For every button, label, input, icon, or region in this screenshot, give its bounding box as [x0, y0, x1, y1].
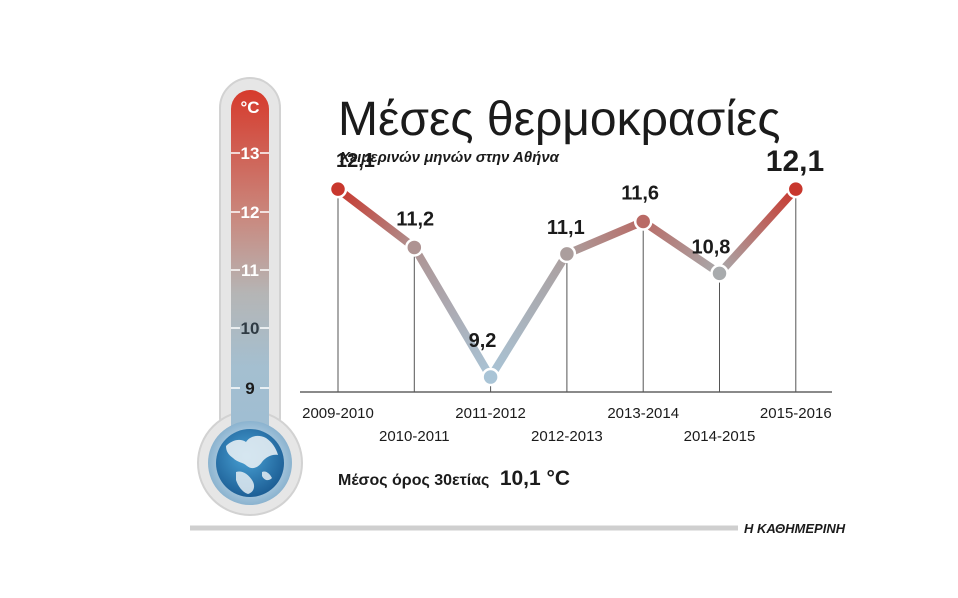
data-label: 11,2 — [396, 208, 434, 230]
note-value: 10,1 °C — [500, 467, 570, 490]
note-label: Μέσος όρος 30ετίας — [338, 472, 489, 489]
series-line-segment — [562, 217, 648, 258]
x-tick-label: 2013-2014 — [607, 405, 679, 422]
data-label: 10,8 — [692, 236, 731, 258]
chart-title: Μέσες θερμοκρασίες — [338, 93, 781, 146]
data-point — [786, 179, 806, 199]
data-point — [710, 264, 729, 283]
data-label: 9,2 — [469, 330, 497, 352]
x-tick-label: 2010-2011 — [379, 428, 450, 445]
series-line-segment — [639, 217, 724, 278]
thermometer-tick-label: 12 — [241, 203, 260, 222]
series-line-segment — [334, 185, 419, 252]
data-point — [328, 179, 348, 199]
data-label: 12,1 — [766, 145, 824, 178]
thermometer-tick-label: 13 — [241, 144, 260, 163]
thirty-year-average-note: Μέσος όρος 30ετίας 10,1 °C — [338, 467, 570, 490]
thermometer-unit-label: °C — [240, 98, 259, 117]
x-tick-label: 2012-2013 — [531, 428, 603, 445]
data-point — [633, 212, 653, 231]
data-point — [481, 367, 500, 387]
thermometer-fill — [231, 90, 269, 460]
x-tick-label: 2014-2015 — [684, 428, 756, 445]
x-tick-label: 2015-2016 — [760, 405, 832, 422]
thermometer-tick-label: 9 — [245, 379, 254, 398]
series-line-segment — [486, 249, 571, 382]
data-point — [557, 244, 577, 264]
series-line-segment — [715, 185, 800, 278]
series-line-segment — [410, 243, 495, 382]
thermometer-tick-label: 10 — [241, 319, 260, 338]
thermometer-tick-label: 11 — [241, 261, 259, 280]
globe-icon — [216, 429, 284, 497]
chart-subtitle: Χειμερινών μηνών στην Αθήνα — [339, 149, 560, 166]
x-tick-label: 2011-2012 — [455, 405, 526, 422]
data-point — [405, 238, 424, 257]
thermometer: 13 12 11 10 9 °C — [197, 77, 303, 516]
data-label: 12,1 — [336, 150, 375, 172]
x-tick-label: 2009-2010 — [302, 405, 374, 422]
data-label: 11,1 — [547, 217, 585, 239]
publisher-credit: Η ΚΑΘΗΜΕΡΙΝΗ — [744, 521, 846, 536]
data-label: 11,6 — [621, 183, 659, 205]
